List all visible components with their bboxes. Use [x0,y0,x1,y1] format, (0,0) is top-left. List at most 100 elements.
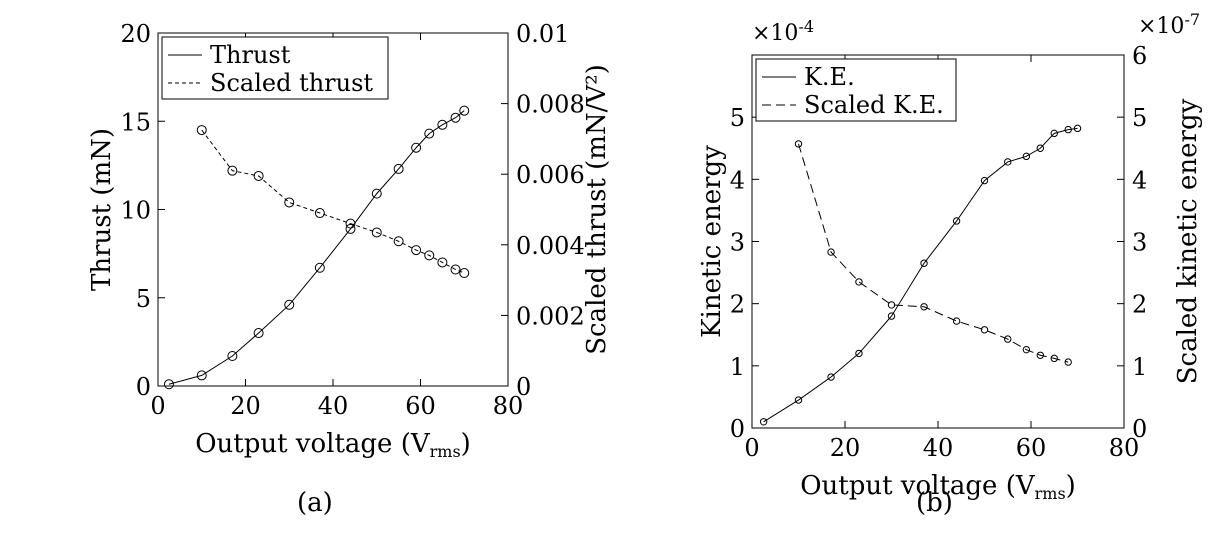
y-right-tick-label: 3 [1132,229,1147,257]
series-1-point [920,259,928,267]
series-2-point [855,278,863,286]
series-1-point [314,262,325,273]
y-left-multiplier: ×10-4 [752,17,814,46]
series-1-point [196,370,207,381]
series-line-1 [763,127,1078,423]
y-right-tick-label: 1 [1132,353,1147,381]
series-2-point [450,264,461,275]
series-1-point [284,299,295,310]
x-axis-label: Output voltage (Vrms) [800,471,1076,503]
series-2-point [345,218,356,229]
series-1-point [827,373,835,381]
x-axis-label-subscript: rms [1035,484,1066,503]
y-left-tick-label: 5 [730,104,745,132]
series-1-point [1073,124,1082,133]
y-right-tick-label: 0.004 [516,232,585,260]
x-tick-label: 40 [318,392,349,420]
series-1-point [855,349,863,358]
y-right-axis-label: Scaled kinetic energy [1173,98,1203,384]
y-right-tick-label: 0 [1132,415,1147,443]
y-left-tick-label: 4 [730,166,745,194]
series-1-point [437,119,448,130]
x-tick-label: 20 [230,392,261,420]
legend-label-1: K.E. [804,63,855,91]
legend-label-2: Scaled thrust [210,69,373,97]
y-right-multiplier-exponent: -7 [1184,10,1200,29]
series-2-point [371,227,382,238]
series-2-point [1036,351,1045,359]
series-2-point [920,303,928,311]
series-1-point [887,312,896,320]
series-1-point [1036,144,1045,152]
y-left-tick-label: 0 [730,415,745,443]
y-right-axis-label: Scaled thrust (mN/V²) [582,64,612,355]
series-1-point [424,128,435,139]
series-1-point [459,105,470,116]
y-right-tick-label: 5 [1132,104,1147,132]
series-2-point [980,326,989,334]
x-tick-label: 80 [493,392,524,420]
x-axis-label-end: ) [1066,471,1076,501]
x-axis-label: Output voltage (Vrms) [195,429,471,461]
series-2-point [1050,354,1058,363]
legend-label-2: Scaled K.E. [804,91,944,119]
y-left-tick-label: 3 [730,229,745,257]
y-left-tick-label: 1 [730,353,745,381]
series-2-point [227,165,238,176]
legend-box [161,36,389,100]
x-tick-label: 60 [1016,434,1047,462]
y-right-tick-label: 6 [1132,42,1147,70]
series-2-point [196,125,207,136]
series-1-point [1064,125,1072,134]
y-right-tick-label: 0.01 [516,20,569,48]
series-2-point [314,208,325,219]
series-1-point [163,379,174,390]
legend-label-1: Thrust [210,41,291,69]
y-left-axis-label: Thrust (mN) [87,128,117,291]
series-1-point [345,223,356,234]
series-1-point [371,188,382,199]
panel-a-caption: (a) [297,488,333,518]
x-tick-label: 40 [923,434,954,462]
series-2-point [1022,345,1031,354]
y-right-tick-label: 0.002 [516,302,585,330]
series-2-point [952,317,961,325]
y-right-tick-label: 0.006 [516,161,585,189]
series-2-point [459,268,470,279]
x-tick-label: 80 [1109,434,1140,462]
series-1-point [952,217,961,225]
y-left-tick-label: 0 [136,373,151,401]
series-2-point [424,250,435,261]
y-right-tick-label: 2 [1132,291,1147,319]
series-1-point [227,350,238,361]
series-2-point [284,197,295,208]
series-1-point [411,142,422,153]
series-1-point [253,328,264,339]
y-left-multiplier-exponent: -4 [798,17,814,36]
y-left-tick-label: 2 [730,291,745,319]
y-left-tick-label: 5 [136,285,151,313]
y-left-axis-label: Kinetic energy [697,145,727,338]
x-tick-label: 60 [405,392,436,420]
y-right-tick-label: 0.008 [516,91,585,119]
x-tick-label: 0 [150,392,165,420]
series-1-point [1022,152,1031,161]
series-2-point [411,245,422,256]
series-2-point [1064,358,1072,366]
x-tick-label: 20 [830,434,861,462]
y-left-tick-label: 20 [120,20,151,48]
x-tick-label: 0 [744,434,759,462]
y-right-tick-label: 4 [1132,166,1147,194]
y-left-tick-label: 10 [120,197,151,225]
series-line-1 [168,110,465,385]
series-2-point [887,301,896,309]
series-2-point [794,140,803,148]
series-1-point [759,418,768,426]
series-2-point [827,248,835,256]
series-2-point [393,236,404,247]
y-left-tick-label: 15 [120,108,151,136]
chart-panel-a: 0 20 40 60 800510152000.0020.0040.0060.0080.… [87,20,612,461]
series-1-point [1050,129,1058,138]
